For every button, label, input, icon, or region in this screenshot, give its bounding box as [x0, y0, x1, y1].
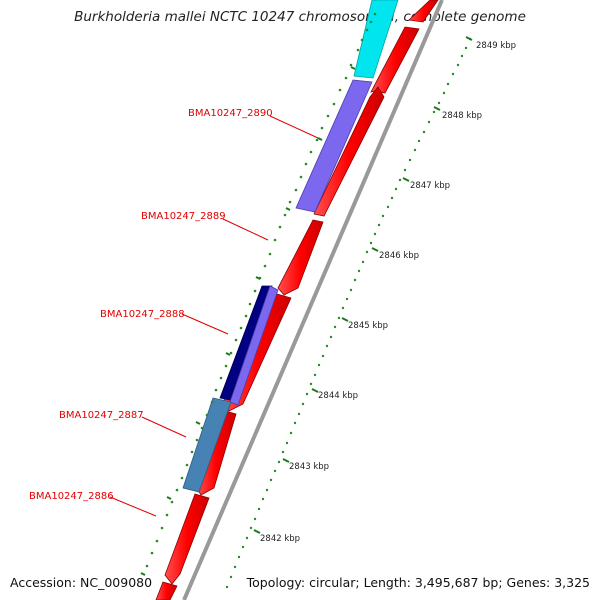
tick-label: 2849 kbp: [476, 41, 516, 51]
navy-feature: [219, 285, 273, 401]
cds-arrow: [408, 0, 439, 23]
cyan-feature: [353, 0, 399, 79]
tick-label: 2842 kbp: [260, 534, 300, 544]
cds-arrow: [164, 493, 210, 585]
gene-label: BMA10247_2887: [59, 410, 144, 421]
cds-arrow: [277, 219, 324, 296]
tick-label: 2843 kbp: [289, 462, 329, 472]
cds-arrow: [155, 581, 178, 600]
tick-label: 2844 kbp: [318, 391, 358, 401]
tick-label: 2846 kbp: [379, 251, 419, 261]
steel-feature: [182, 397, 232, 493]
gc-skew-track: [145, 12, 377, 568]
inner-ticks: [140, 66, 356, 576]
gc-content-track: [225, 37, 472, 589]
tick-label: 2848 kbp: [442, 111, 482, 121]
backbone-track: [182, 0, 444, 600]
forward-cds-track: [155, 0, 439, 600]
tick-label: 2845 kbp: [348, 321, 388, 331]
gene-label: BMA10247_2888: [100, 309, 185, 320]
gene-labels: BMA10247_2890 BMA10247_2889 BMA10247_288…: [29, 108, 273, 502]
cds-arrow: [313, 86, 385, 217]
map-title: Burkholderia mallei NCTC 10247 chromosom…: [74, 9, 526, 25]
accession-label: Accession: NC_009080: [10, 575, 153, 590]
tick-marks: [253, 36, 473, 534]
genome-stats-label: Topology: circular; Length: 3,495,687 bp…: [246, 575, 590, 590]
gene-label: BMA10247_2886: [29, 491, 114, 502]
slate-feature: [295, 79, 373, 213]
gene-label: BMA10247_2890: [188, 108, 273, 119]
gene-label: BMA10247_2889: [141, 211, 226, 222]
feature-track: [182, 0, 399, 493]
tick-labels: 2849 kbp 2848 kbp 2847 kbp 2846 kbp 2845…: [260, 41, 516, 544]
slate-feature: [229, 285, 279, 406]
tick-label: 2847 kbp: [410, 181, 450, 191]
label-connectors: [109, 115, 319, 517]
